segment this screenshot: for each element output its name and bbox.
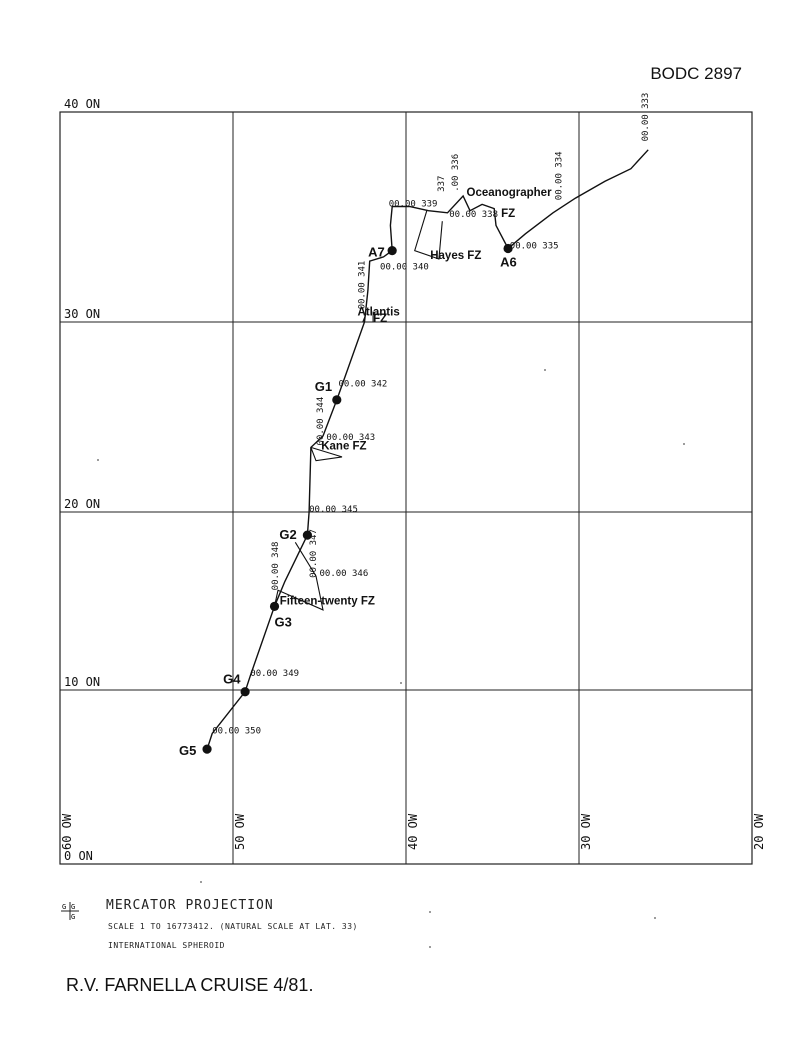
projection-name: MERCATOR PROJECTION: [106, 898, 274, 913]
longitude-label: 30 OW: [579, 813, 593, 850]
station-label: G2: [279, 527, 296, 542]
station-marker: [302, 530, 312, 540]
longitude-label: 20 OW: [752, 813, 766, 850]
station-marker: [332, 395, 342, 405]
svg-text:G: G: [71, 903, 75, 911]
station-marker: [387, 246, 397, 256]
day-mark-label: 00.00 338: [449, 210, 498, 220]
longitude-label: 40 OW: [406, 813, 420, 850]
spheroid-name: INTERNATIONAL SPHEROID: [108, 941, 225, 950]
cruise-track-line: [206, 149, 649, 750]
scan-speckle: [429, 946, 431, 948]
day-mark-label: 00.00 344: [316, 397, 326, 446]
longitude-label: 60 OW: [60, 813, 74, 850]
station-label: G1: [315, 379, 332, 394]
station-label: G4: [223, 672, 241, 687]
day-mark-label: 00.00 334: [555, 151, 565, 200]
fracture-zone-label: Hayes FZ: [430, 250, 481, 262]
day-mark-label: 00.00 350: [212, 727, 261, 737]
scan-speckle: [654, 917, 656, 919]
detour-path: [273, 542, 324, 611]
fracture-zone-label: Kane FZ: [321, 440, 366, 452]
station-marker: [269, 601, 280, 611]
latitude-label: 20 ON: [64, 497, 100, 511]
projection-scale: SCALE 1 TO 16773412. (NATURAL SCALE AT L…: [108, 922, 358, 931]
scan-speckle: [400, 682, 402, 684]
day-mark-label: 00.00 342: [339, 380, 388, 390]
document-id: BODC 2897: [650, 64, 742, 83]
latitude-label: 30 ON: [64, 307, 100, 321]
scan-speckle: [97, 459, 99, 461]
station-label: A6: [500, 255, 517, 270]
fracture-zone-label: FZ: [373, 313, 387, 325]
day-mark-label: 00.00 341: [357, 261, 367, 310]
stations: G5 G4 G3 G2 G1 A7 A6: [179, 243, 517, 758]
station-marker: [240, 687, 250, 697]
day-mark-label: 00.00 349: [250, 669, 299, 679]
detour-path: [361, 311, 374, 323]
station-label: A7: [368, 245, 385, 260]
scan-speckle: [683, 443, 685, 445]
map-grid: [59, 111, 753, 865]
svg-text:G: G: [62, 903, 66, 911]
day-mark-label: 00.00 346: [320, 569, 369, 579]
projection-symbol: G G G: [61, 902, 79, 921]
day-mark-label: 00.00 339: [389, 200, 438, 210]
station-marker: [503, 243, 513, 254]
day-mark-label: 00.00 340: [380, 263, 429, 273]
scan-speckle: [544, 369, 546, 371]
day-mark-label: 00.00 345: [309, 505, 358, 515]
svg-text:G: G: [71, 913, 75, 921]
cruise-title: R.V. FARNELLA CRUISE 4/81.: [66, 975, 314, 995]
detour-path: [310, 446, 343, 462]
station-marker: [202, 744, 212, 754]
day-mark-label: 00.00 333: [641, 93, 651, 142]
day-mark-label: 00.00 335: [510, 242, 559, 252]
grid-labels: 0 ON 10 ON 20 ON 30 ON 40 ON 60 OW 50 OW 40 OW 3…: [60, 97, 766, 863]
scan-speckle: [429, 911, 431, 913]
day-mark-label: 00.00 347: [309, 529, 319, 578]
day-mark-label: 00.00 348: [271, 542, 281, 591]
survey-detours: [273, 210, 443, 611]
latitude-label: 10 ON: [64, 675, 100, 689]
day-mark-label: 337: [437, 176, 447, 192]
latitude-label: 40 ON: [64, 97, 100, 111]
day-mark-label: 00.00 343: [326, 433, 375, 443]
station-label: G5: [179, 743, 196, 758]
fracture-zone-label: Fifteen-twenty FZ: [280, 596, 375, 608]
fracture-zone-label: Atlantis: [358, 307, 400, 319]
fracture-zone-label: Oceanographer: [467, 187, 553, 199]
longitude-label: 50 OW: [233, 813, 247, 850]
station-label: G3: [275, 614, 292, 629]
scan-speckle: [200, 881, 202, 883]
scan-speckles: [97, 369, 685, 948]
detour-path: [414, 210, 443, 260]
fracture-zone-label: FZ: [501, 208, 515, 220]
day-mark-label: .00 336: [451, 154, 461, 192]
latitude-label: 0 ON: [64, 849, 93, 863]
